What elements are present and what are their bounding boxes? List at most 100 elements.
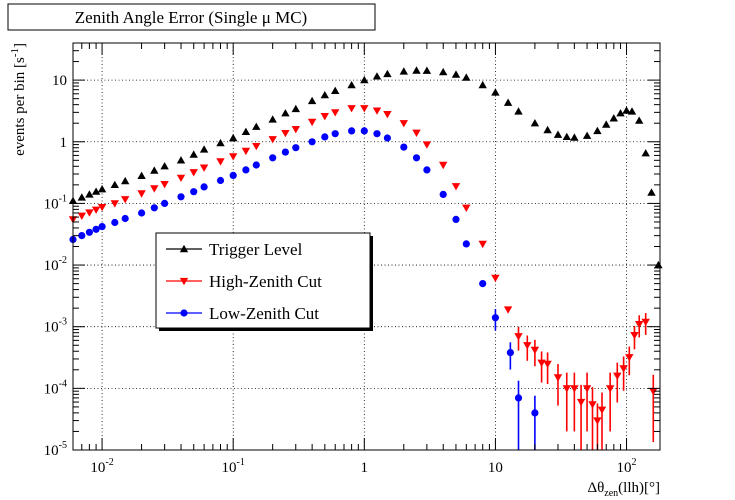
data-point (531, 409, 539, 417)
data-point (268, 115, 277, 123)
data-point (530, 346, 540, 355)
data-point (491, 88, 500, 96)
data-point (189, 169, 198, 177)
y-tick-label: 10 (52, 73, 67, 89)
data-point (150, 204, 158, 212)
data-point (176, 156, 186, 164)
legend-marker-low-zenith-cut (180, 309, 188, 317)
title-box (7, 3, 376, 31)
data-point (121, 176, 130, 185)
data-point (412, 66, 421, 74)
data-point (654, 260, 663, 269)
data-point (635, 321, 644, 329)
data-point (308, 138, 316, 146)
data-point (479, 280, 487, 288)
data-point (399, 120, 408, 128)
data-point (503, 98, 513, 106)
data-point (360, 75, 369, 84)
data-point (331, 109, 340, 117)
data-point (422, 66, 432, 74)
data-point (478, 80, 487, 89)
data-point (97, 185, 107, 193)
y-tick-label: 10-5 (44, 440, 67, 459)
series-high-zenith-cut (68, 105, 658, 450)
data-point (553, 130, 563, 138)
legend-marker-high-zenith-cut (179, 277, 189, 286)
data-point (383, 111, 392, 119)
data-point (423, 166, 431, 174)
x-axis-label-tail: (llh)[°] (618, 480, 660, 496)
data-point (593, 126, 602, 135)
data-point (514, 333, 523, 341)
series-low-zenith-cut (69, 127, 539, 450)
data-point (189, 150, 198, 158)
data-point (491, 314, 499, 322)
data-point (150, 166, 159, 174)
data-point (399, 67, 408, 75)
data-point (491, 274, 500, 283)
series-trigger-level (68, 66, 663, 269)
data-point (242, 166, 250, 174)
data-point (451, 183, 461, 191)
data-point (307, 118, 317, 127)
data-point (627, 107, 637, 115)
legend-marker-trigger-level (179, 244, 189, 253)
data-point (606, 385, 615, 393)
data-point (582, 385, 592, 393)
data-point (360, 127, 368, 135)
data-point (110, 180, 119, 188)
data-point (85, 228, 93, 236)
data-point (622, 106, 631, 114)
y-tick-label: 10-4 (44, 378, 67, 397)
data-point (331, 86, 340, 94)
data-point (121, 214, 129, 223)
data-point (562, 132, 571, 140)
data-point (77, 193, 86, 201)
data-point (348, 127, 356, 135)
data-point (160, 162, 169, 170)
y-tick-label: 10-2 (44, 255, 67, 274)
data-point (383, 134, 391, 142)
data-point (97, 204, 107, 212)
data-point (347, 105, 356, 113)
data-point (110, 200, 119, 208)
legend-label-high-zenith-cut: High-Zenith Cut (209, 272, 322, 291)
data-point (161, 199, 169, 207)
data-point (216, 176, 225, 185)
x-axis-label: Δθzen(llh)[°] (587, 480, 660, 499)
data-point (503, 306, 513, 314)
data-point (200, 183, 208, 191)
data-layer (68, 66, 663, 450)
data-point (514, 107, 523, 115)
data-point (160, 181, 169, 189)
data-point (412, 154, 421, 162)
data-point (320, 91, 329, 99)
data-point (462, 73, 471, 81)
data-point (478, 240, 487, 249)
x-tick-label: 1 (361, 460, 369, 476)
data-point (331, 130, 339, 138)
data-point (91, 187, 101, 195)
data-point (121, 196, 130, 204)
data-point (593, 417, 602, 425)
data-point (281, 130, 290, 138)
data-point (570, 133, 579, 141)
y-tick-label: 1 (60, 135, 68, 151)
data-point (514, 394, 523, 402)
data-point (78, 232, 86, 240)
data-point (229, 171, 237, 179)
data-point (588, 401, 597, 409)
data-point (602, 120, 611, 128)
data-point (372, 107, 382, 115)
data-point (597, 406, 607, 414)
x-tick-label: 10-1 (222, 457, 245, 476)
data-point (530, 119, 540, 127)
data-point (176, 174, 186, 182)
data-point (649, 388, 658, 396)
data-point (360, 105, 369, 113)
data-point (635, 116, 644, 124)
legend-label-low-zenith-cut: Low-Zenith Cut (209, 304, 319, 323)
data-point (137, 190, 146, 198)
